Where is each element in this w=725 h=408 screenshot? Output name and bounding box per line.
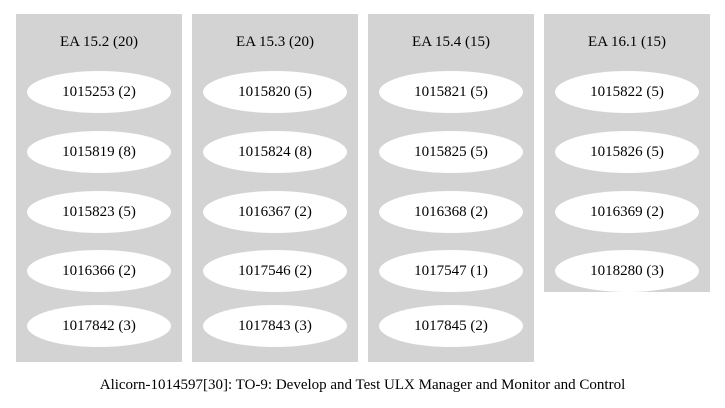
- diagram-node[interactable]: 1017547 (1): [379, 250, 523, 292]
- diagram-node[interactable]: 1015822 (5): [555, 71, 699, 113]
- diagram-node[interactable]: 1015821 (5): [379, 71, 523, 113]
- diagram-node[interactable]: 1017546 (2): [203, 250, 347, 292]
- cluster-ea-15-4: EA 15.4 (15) 1015821 (5) 1015825 (5) 101…: [368, 14, 534, 362]
- diagram-node[interactable]: 1017842 (3): [27, 305, 171, 347]
- diagram-node[interactable]: 1016366 (2): [27, 250, 171, 292]
- cluster-ea-15-3: EA 15.3 (20) 1015820 (5) 1015824 (8) 101…: [192, 14, 358, 362]
- diagram-caption: Alicorn-1014597[30]: TO-9: Develop and T…: [99, 377, 626, 393]
- diagram-node[interactable]: 1017843 (3): [203, 305, 347, 347]
- diagram-node[interactable]: 1016367 (2): [203, 191, 347, 233]
- diagram-node[interactable]: 1015824 (8): [203, 131, 347, 173]
- cluster-title: EA 15.4 (15): [412, 34, 490, 50]
- diagram-node[interactable]: 1015820 (5): [203, 71, 347, 113]
- cluster-title: EA 16.1 (15): [588, 34, 666, 50]
- cluster-title: EA 15.3 (20): [236, 34, 314, 50]
- diagram-node[interactable]: 1015826 (5): [555, 131, 699, 173]
- diagram-node[interactable]: 1015253 (2): [27, 71, 171, 113]
- diagram-node[interactable]: 1015819 (8): [27, 131, 171, 173]
- diagram-node[interactable]: 1015823 (5): [27, 191, 171, 233]
- diagram-node[interactable]: 1016368 (2): [379, 191, 523, 233]
- diagram-node[interactable]: 1016369 (2): [555, 191, 699, 233]
- diagram-node[interactable]: 1015825 (5): [379, 131, 523, 173]
- diagram-node[interactable]: 1018280 (3): [555, 250, 699, 292]
- diagram-node[interactable]: 1017845 (2): [379, 305, 523, 347]
- cluster-ea-15-2: EA 15.2 (20) 1015253 (2) 1015819 (8) 101…: [16, 14, 182, 362]
- cluster-title: EA 15.2 (20): [60, 34, 138, 50]
- cluster-ea-16-1: EA 16.1 (15) 1015822 (5) 1015826 (5) 101…: [544, 14, 710, 292]
